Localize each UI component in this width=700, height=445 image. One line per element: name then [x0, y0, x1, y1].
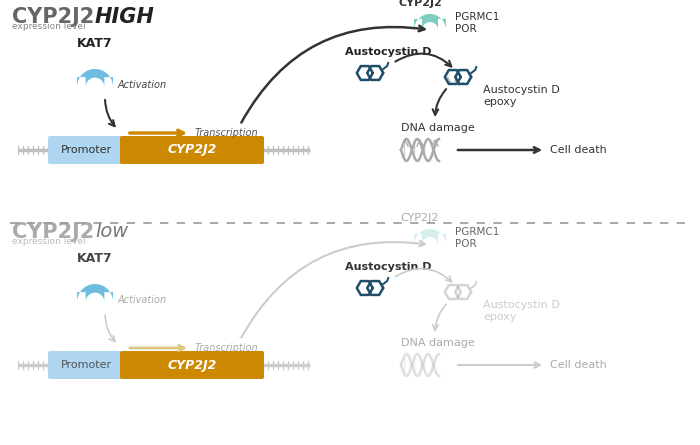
Text: Cell death: Cell death [550, 145, 607, 155]
Text: Austocystin D: Austocystin D [345, 262, 431, 272]
FancyBboxPatch shape [48, 351, 124, 379]
FancyBboxPatch shape [120, 351, 264, 379]
Polygon shape [414, 229, 446, 245]
Text: CYP2J2: CYP2J2 [398, 0, 442, 8]
Text: Austocystin D
epoxy: Austocystin D epoxy [483, 300, 560, 322]
FancyBboxPatch shape [120, 136, 264, 164]
Text: Promoter: Promoter [60, 145, 111, 155]
Text: CYP2J2: CYP2J2 [12, 7, 95, 27]
Text: HIGH: HIGH [95, 7, 155, 27]
Text: Transcription: Transcription [195, 343, 258, 353]
Text: DNA damage: DNA damage [401, 338, 475, 348]
Text: PGRMC1: PGRMC1 [455, 227, 499, 237]
Text: KAT7: KAT7 [77, 252, 113, 265]
Text: CYP2J2: CYP2J2 [167, 359, 217, 372]
Text: CYP2J2: CYP2J2 [400, 213, 440, 223]
Text: PGRMC1: PGRMC1 [455, 12, 499, 22]
Polygon shape [77, 69, 113, 87]
Text: expression level: expression level [12, 22, 85, 31]
Text: CYP2J2: CYP2J2 [167, 143, 217, 157]
Text: Activation: Activation [118, 80, 167, 90]
FancyBboxPatch shape [48, 136, 124, 164]
Text: Cell death: Cell death [550, 360, 607, 370]
Text: Promoter: Promoter [60, 360, 111, 370]
Text: POR: POR [455, 24, 477, 34]
Text: KAT7: KAT7 [77, 37, 113, 50]
Text: DNA damage: DNA damage [401, 123, 475, 133]
Text: CYP2J2: CYP2J2 [12, 222, 95, 242]
Text: Activation: Activation [118, 295, 167, 305]
Text: low: low [95, 222, 128, 241]
Text: POR: POR [455, 239, 477, 249]
Polygon shape [414, 14, 446, 30]
Text: expression level: expression level [12, 237, 85, 246]
Text: Transcription: Transcription [195, 128, 258, 138]
Polygon shape [77, 284, 113, 302]
Text: Austocystin D
epoxy: Austocystin D epoxy [483, 85, 560, 107]
Text: Austocystin D: Austocystin D [345, 47, 431, 57]
